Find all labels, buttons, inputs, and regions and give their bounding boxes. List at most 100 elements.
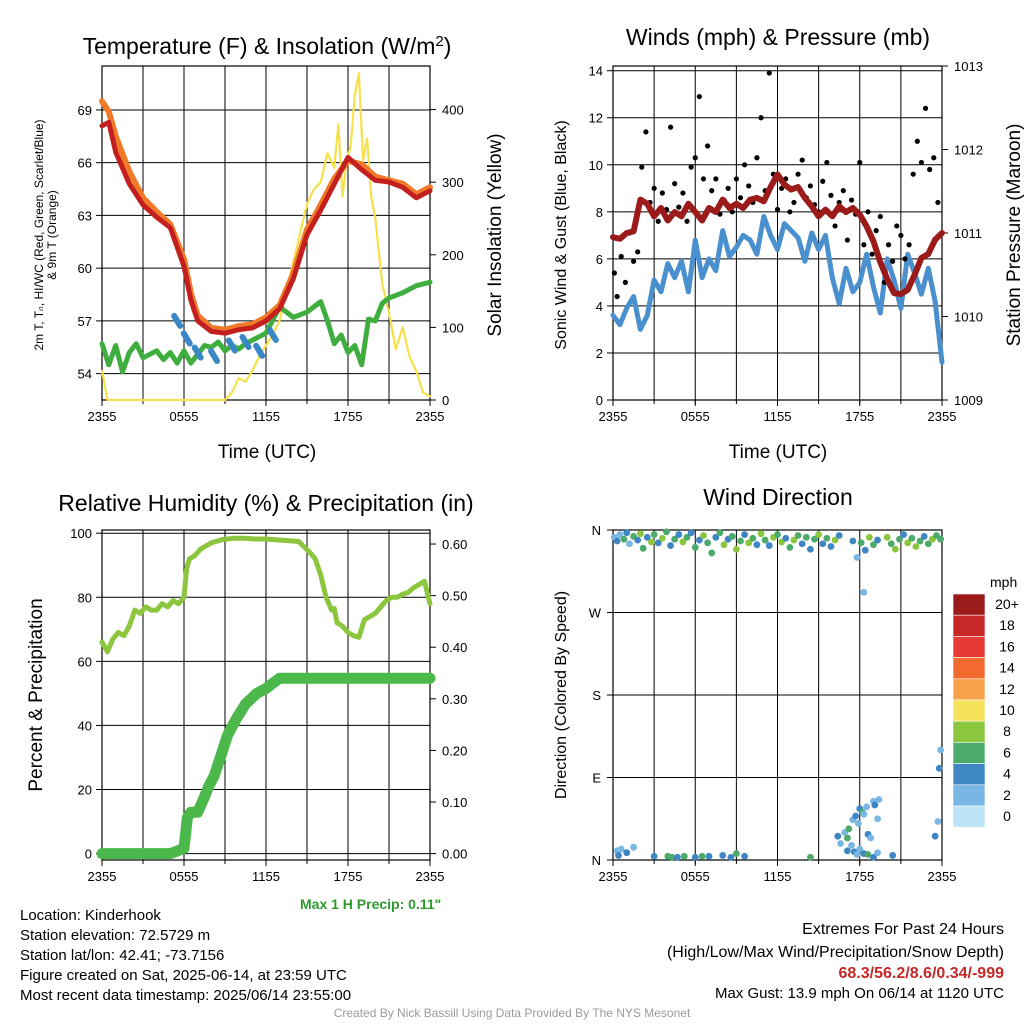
gust-point bbox=[787, 209, 793, 215]
direction-point bbox=[935, 764, 943, 772]
latlon-text: Station lat/lon: 42.41; -73.7156 bbox=[20, 947, 225, 964]
gust-point bbox=[696, 93, 702, 100]
direction-point bbox=[691, 544, 699, 551]
heat-index-mark bbox=[225, 337, 238, 354]
gust-point bbox=[692, 155, 698, 161]
direction-point bbox=[823, 534, 831, 542]
direction-point bbox=[671, 535, 679, 543]
gust-point bbox=[914, 138, 920, 144]
direction-point bbox=[819, 540, 827, 548]
direction-point bbox=[634, 536, 642, 544]
legend-label: 10 bbox=[999, 702, 1015, 718]
direction-point bbox=[871, 801, 879, 809]
gust-point bbox=[824, 159, 830, 166]
precip-line bbox=[96, 672, 436, 860]
direction-point bbox=[765, 542, 773, 549]
direction-point bbox=[643, 533, 651, 541]
direction-point bbox=[852, 812, 860, 820]
dir-ytick-label: N bbox=[592, 523, 601, 538]
dir-ytick-label: N bbox=[592, 853, 601, 868]
temp-y2label: Solar Insolation (Yellow) bbox=[485, 133, 506, 336]
legend-swatch bbox=[952, 614, 986, 637]
direction-point bbox=[679, 538, 687, 546]
rh-xtick-label: 2355 bbox=[88, 869, 117, 884]
direction-point bbox=[650, 852, 658, 860]
created-text: Figure created on Sat, 2025-06-14, at 23… bbox=[20, 967, 347, 984]
gust-point bbox=[643, 129, 649, 135]
dir-xtick-label: 2355 bbox=[599, 869, 628, 884]
direction-point bbox=[870, 853, 877, 861]
direction-point bbox=[630, 843, 637, 851]
wind-ytick-label: 2 bbox=[596, 346, 603, 361]
direction-point bbox=[647, 538, 655, 546]
direction-point bbox=[874, 849, 881, 857]
rh-xtick-label: 1155 bbox=[252, 869, 280, 884]
wind-ytick-label: 0 bbox=[596, 393, 603, 408]
direction-point bbox=[891, 545, 899, 553]
direction-point bbox=[761, 536, 769, 544]
gust-point bbox=[704, 143, 711, 149]
heat-index-mark bbox=[208, 348, 221, 365]
legend-label: 18 bbox=[999, 617, 1015, 633]
legend-label: 16 bbox=[999, 638, 1015, 654]
legend-swatch bbox=[952, 784, 986, 807]
wind-xtick-label: 0555 bbox=[681, 409, 710, 424]
gust-point bbox=[820, 178, 826, 184]
heat-index-mark bbox=[180, 330, 193, 347]
gust-point bbox=[935, 199, 941, 206]
direction-point bbox=[827, 543, 835, 550]
max-gust-text: Max Gust: 13.9 mph On 06/14 at 1120 UTC bbox=[714, 985, 1004, 1002]
rh-y2tick-label: 0.40 bbox=[442, 640, 467, 655]
legend-swatch bbox=[952, 699, 986, 722]
gust-point bbox=[746, 183, 752, 189]
dir-xtick-label: 0555 bbox=[681, 869, 710, 884]
temp-y2tick-label: 400 bbox=[442, 103, 464, 118]
gust-point bbox=[737, 195, 744, 201]
rh-ytick-label: 80 bbox=[78, 590, 92, 605]
gust-point bbox=[898, 232, 904, 238]
direction-point bbox=[741, 531, 748, 538]
elevation-text: Station elevation: 72.5729 m bbox=[20, 927, 211, 944]
direction-point bbox=[870, 541, 877, 549]
gust-point bbox=[742, 162, 748, 168]
gust-point bbox=[902, 256, 908, 262]
direction-point bbox=[931, 832, 939, 840]
gust-point bbox=[877, 213, 883, 220]
direction-point bbox=[874, 536, 881, 544]
gust-point bbox=[857, 159, 863, 166]
direction-point bbox=[753, 541, 761, 549]
heat-index-mark bbox=[253, 342, 266, 359]
legend-swatch bbox=[952, 720, 986, 743]
rh-ytick-label: 40 bbox=[78, 718, 92, 733]
direction-point bbox=[728, 533, 736, 540]
direction-point bbox=[623, 849, 631, 857]
gust-point bbox=[667, 124, 674, 130]
temp-xtick-label: 0555 bbox=[170, 409, 199, 424]
direction-point bbox=[831, 536, 839, 544]
temp-y2tick-label: 100 bbox=[442, 320, 464, 335]
dir-xtick-label: 1755 bbox=[845, 869, 874, 884]
rh-y2tick-label: 0.10 bbox=[442, 795, 467, 810]
direction-point bbox=[668, 853, 676, 861]
direction-point bbox=[896, 535, 903, 543]
direction-point bbox=[937, 535, 945, 543]
direction-point bbox=[708, 549, 716, 557]
gust-point bbox=[840, 188, 846, 194]
temp-title: Temperature (F) & Insolation (W/m2) bbox=[83, 33, 452, 60]
wind-xtick-label: 2355 bbox=[599, 409, 628, 424]
gust-point bbox=[894, 223, 900, 229]
dir-xtick-label: 2355 bbox=[928, 869, 957, 884]
rh-ytick-label: 0 bbox=[85, 847, 92, 862]
rh-panel: 0 20 40 60 80 100 2355 0555 1155 1755 2355 0.00 0.10… bbox=[70, 526, 467, 884]
direction-point bbox=[680, 852, 688, 860]
gust-point bbox=[885, 242, 892, 248]
heat-index-mark bbox=[171, 312, 184, 329]
wind-y2label: Station Pressure (Maroon) bbox=[1004, 124, 1024, 347]
gust-point bbox=[766, 70, 772, 76]
gust-point bbox=[618, 253, 624, 260]
rh-line bbox=[99, 535, 433, 655]
dir-title: Wind Direction bbox=[703, 484, 853, 510]
direction-point bbox=[794, 532, 802, 539]
